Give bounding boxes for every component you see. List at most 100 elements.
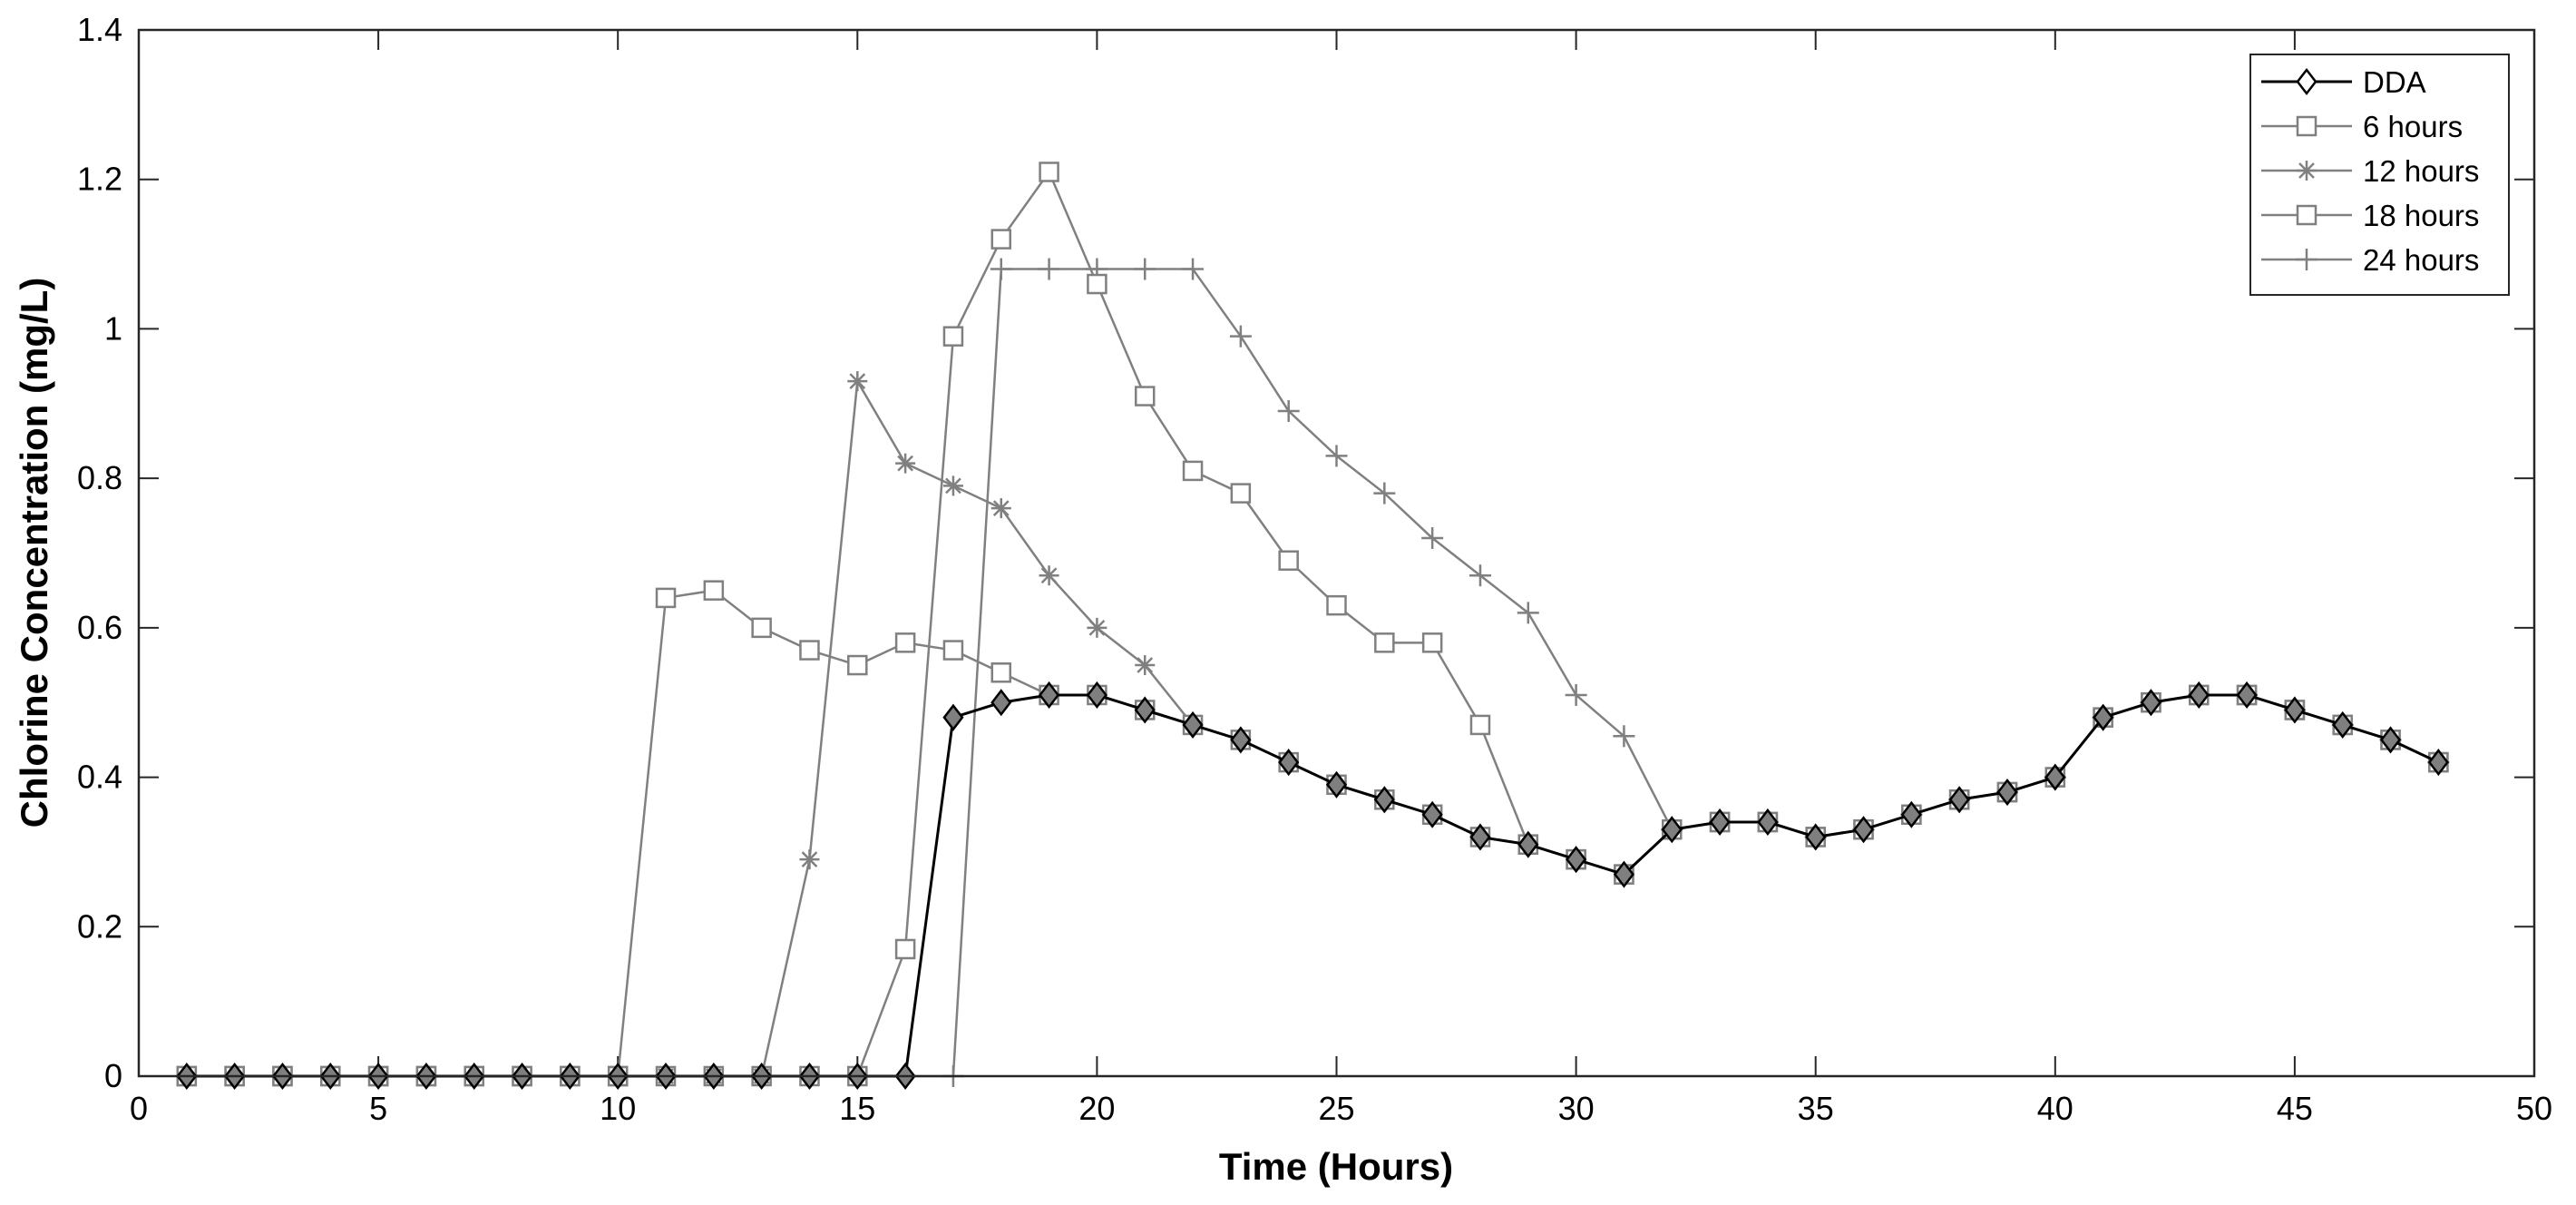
y-tick-label: 1.4	[77, 11, 122, 48]
data-point-dda	[990, 689, 1012, 717]
asterisk-stroke	[1088, 619, 1106, 636]
data-point-dda	[1230, 726, 1252, 754]
x-tick-label: 5	[369, 1090, 387, 1127]
data-point-dda	[1709, 808, 1731, 837]
legend-box	[2249, 54, 2510, 296]
data-point-dda	[2188, 681, 2210, 710]
square-mark	[703, 580, 725, 601]
data-point-24-hours	[1134, 258, 1156, 280]
diamond-mark	[1852, 816, 1875, 844]
square-mark	[894, 632, 916, 653]
square-mark	[1326, 594, 1347, 616]
square-mark	[942, 640, 964, 661]
data-point-18-hours	[1230, 483, 1252, 504]
data-point-6-hours	[655, 587, 677, 609]
plot-area	[139, 30, 2534, 1076]
square-mark	[1134, 386, 1156, 407]
diamond-mark	[1325, 770, 1348, 798]
legend-label: 18 hours	[2363, 199, 2479, 232]
asterisk-stroke	[1040, 567, 1058, 584]
diamond-mark	[990, 689, 1012, 717]
data-point-6-hours	[751, 617, 772, 639]
asterisk-stroke	[2298, 162, 2315, 179]
square-mark	[990, 229, 1012, 250]
diamond-mark	[2284, 696, 2306, 724]
legend-marker-12-hours	[2297, 161, 2317, 181]
diamond-mark	[1566, 846, 1587, 874]
data-point-6-hours	[990, 662, 1012, 683]
diamond-mark	[1996, 778, 2018, 807]
x-tick-label: 30	[1558, 1090, 1595, 1127]
data-point-dda	[2427, 749, 2449, 777]
data-point-18-hours	[1134, 386, 1156, 407]
legend-entry-dda: DDA	[2261, 65, 2426, 99]
data-point-6-hours	[942, 640, 964, 661]
data-point-dda	[2140, 689, 2162, 717]
data-point-24-hours	[990, 258, 1012, 280]
diamond-mark	[2379, 726, 2402, 754]
data-point-18-hours	[1421, 632, 1443, 653]
data-point-12-hours	[895, 453, 916, 474]
x-tick-label: 40	[2037, 1090, 2073, 1127]
data-point-6-hours	[847, 654, 868, 676]
data-point-dda	[1469, 823, 1491, 851]
y-tick-label: 0.6	[77, 609, 122, 646]
data-point-6-hours	[894, 632, 916, 653]
tick-labels: 0 5 10 15 20 25 30 35 40 45 50 0 0.2 0.4 0.6 0.8 1 1.2 1.4	[77, 11, 2552, 1127]
diamond-mark	[2236, 681, 2258, 710]
diamond-mark	[1757, 808, 1779, 837]
x-axis-title: Time (Hours)	[1219, 1145, 1453, 1188]
square-mark	[894, 938, 916, 960]
data-point-dda	[2284, 696, 2306, 724]
square-mark	[1039, 162, 1059, 182]
diamond-mark	[2296, 67, 2317, 96]
data-series	[175, 162, 2450, 1091]
square-mark	[1421, 632, 1443, 653]
data-point-24-hours	[1469, 564, 1491, 587]
diamond-mark	[1039, 681, 1060, 710]
square-mark	[847, 654, 868, 676]
data-point-24-hours	[1517, 602, 1539, 624]
diamond-mark	[2140, 689, 2162, 717]
data-point-12-hours	[1087, 617, 1107, 638]
y-tick-label: 1	[104, 309, 122, 347]
legend: DDA 6 hours 12 hours 18 hours 24 hours	[2249, 54, 2510, 296]
diamond-mark	[1948, 786, 1970, 814]
data-point-24-hours	[1613, 725, 1635, 748]
y-axis-title: Chlorine Concentration (mg/L)	[13, 278, 55, 828]
data-point-dda	[1421, 800, 1443, 828]
data-point-24-hours	[1229, 325, 1252, 348]
y-tick-label: 0	[104, 1057, 122, 1094]
data-point-18-hours	[1469, 714, 1491, 736]
data-point-dda	[1134, 696, 1156, 724]
legend-entry-6-hours: 6 hours	[2261, 110, 2463, 143]
square-mark	[1087, 273, 1107, 295]
data-point-dda	[1517, 830, 1539, 858]
legend-label: 24 hours	[2363, 243, 2479, 277]
diamond-mark	[1805, 823, 1827, 851]
data-point-dda	[1852, 816, 1875, 844]
legend-marker-6-hours	[2296, 115, 2317, 137]
square-mark	[1278, 550, 1299, 571]
square-mark	[1182, 460, 1204, 482]
diamond-mark	[1709, 808, 1731, 837]
diamond-mark	[2427, 749, 2449, 777]
data-point-18-hours	[1039, 162, 1059, 182]
square-mark	[655, 587, 677, 609]
y-tick-label: 1.2	[77, 161, 122, 198]
data-point-dda	[2044, 763, 2066, 791]
diamond-mark	[1661, 816, 1683, 844]
diamond-mark	[2332, 710, 2354, 739]
diamond-mark	[1134, 696, 1156, 724]
data-point-dda	[1613, 860, 1634, 888]
data-point-18-hours	[1326, 594, 1347, 616]
asterisk-stroke	[801, 851, 818, 868]
square-mark	[1230, 483, 1252, 504]
asterisk-stroke	[897, 455, 914, 472]
diamond-mark	[1230, 726, 1252, 754]
data-point-18-hours	[1087, 273, 1107, 295]
data-point-24-hours	[1421, 527, 1444, 550]
legend-marker-24-hours	[2296, 249, 2317, 270]
square-mark	[990, 662, 1012, 683]
